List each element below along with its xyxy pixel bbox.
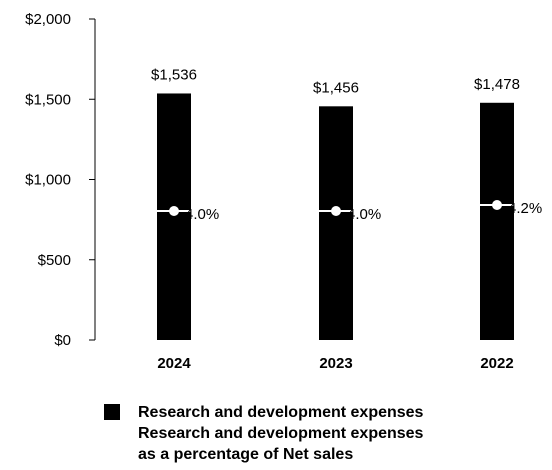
labels: $1,536 2024 4.0% $1,456 2023 4.0% $1,478 2022 4.… (151, 66, 542, 372)
y-axis: $0 $500 $1,000 $1,500 $2,000 (25, 11, 96, 349)
pct-value-label: 4.0% (185, 206, 219, 223)
y-tick-label: $2,000 (25, 11, 71, 28)
pct-marker (169, 206, 179, 216)
bars (157, 93, 514, 340)
y-tick-label: $0 (54, 332, 71, 349)
legend-label-pct-line2: as a percentage of Net sales (138, 446, 354, 463)
bar-value-label: $1,536 (151, 66, 197, 83)
pct-value-label: 4.0% (347, 206, 381, 223)
legend-swatch (104, 404, 120, 420)
category-label: 2022 (480, 355, 513, 372)
bar-2024 (157, 93, 191, 340)
legend-item-rd-expenses: Research and development expenses Resear… (104, 402, 544, 465)
y-tick-label: $1,500 (25, 91, 71, 108)
category-label: 2024 (157, 355, 191, 372)
y-tick-label: $1,000 (25, 172, 71, 189)
pct-marker (492, 200, 502, 210)
pct-value-label: 4.2% (508, 200, 542, 217)
legend: Research and development expenses Resear… (104, 402, 544, 465)
category-label: 2023 (319, 355, 352, 372)
bar-value-label: $1,456 (313, 79, 359, 96)
bar-value-label: $1,478 (474, 76, 520, 93)
legend-label-bar: Research and development expenses (138, 404, 424, 421)
pct-marker (331, 206, 341, 216)
bar-2022 (480, 102, 514, 340)
bar-2023 (319, 106, 353, 340)
y-tick-label: $500 (38, 252, 71, 269)
legend-label-pct-line1: Research and development expenses (138, 425, 424, 442)
